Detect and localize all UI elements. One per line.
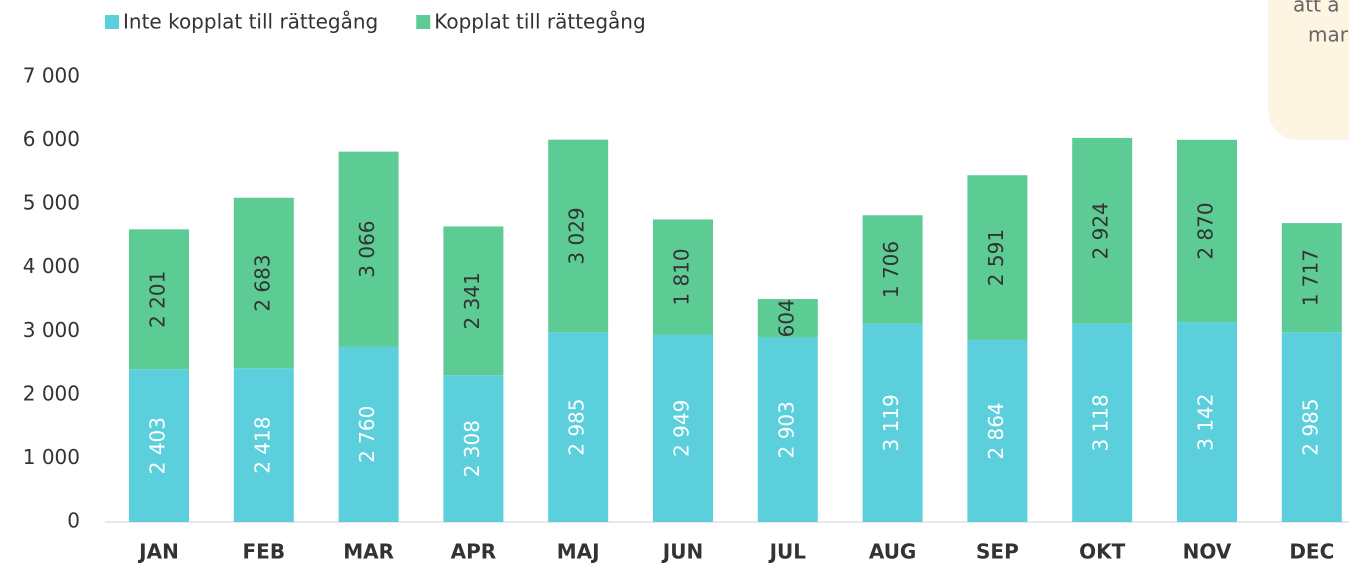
- note-text: mar: [1308, 23, 1349, 47]
- value-label: 2 591: [984, 229, 1008, 286]
- x-tick-label: DEC: [1289, 540, 1334, 564]
- value-label: 2 985: [565, 398, 589, 455]
- bar-segment: [1072, 323, 1133, 522]
- bar-segment: [129, 369, 189, 522]
- bar-segment: [757, 337, 818, 522]
- bar-segment: [1177, 322, 1237, 522]
- value-label: 2 903: [774, 401, 798, 458]
- bar-segment: [1072, 137, 1133, 324]
- bar-segment: [443, 226, 504, 376]
- note-text: att a: [1293, 0, 1340, 17]
- bar-segment: [862, 215, 923, 324]
- x-tick-label: JAN: [137, 540, 179, 564]
- value-label: 3 118: [1089, 394, 1113, 451]
- y-tick-label: 5 000: [23, 191, 80, 215]
- bar-segment: [1177, 139, 1237, 323]
- legend-swatch: [416, 15, 431, 29]
- legend-label: Inte kopplat till rättegång: [123, 10, 378, 34]
- bar-segment: [338, 151, 399, 347]
- value-label: 3 029: [565, 207, 589, 264]
- bar-segment: [862, 323, 923, 522]
- bar-segment: [1281, 223, 1342, 333]
- value-label: 1 810: [670, 248, 694, 305]
- value-label: 2 949: [670, 400, 694, 457]
- bar-segment: [548, 139, 609, 333]
- value-label: 2 418: [250, 417, 274, 474]
- bar-segment: [548, 332, 609, 522]
- bar-segment: [653, 334, 713, 522]
- x-tick-label: MAR: [343, 540, 394, 564]
- x-tick-label: APR: [451, 540, 497, 564]
- value-label: 2 341: [460, 272, 484, 329]
- y-tick-label: 1 000: [23, 445, 80, 469]
- legend-swatch: [105, 15, 119, 29]
- bar-segment: [338, 346, 399, 522]
- value-label: 2 403: [146, 417, 170, 474]
- y-tick-label: 7 000: [23, 64, 80, 88]
- y-tick-label: 6 000: [23, 127, 80, 151]
- value-label: 3 119: [879, 394, 903, 451]
- value-label: 1 717: [1298, 249, 1322, 306]
- x-tick-label: MAJ: [557, 540, 600, 564]
- x-tick-label: JUN: [661, 540, 703, 564]
- y-tick-label: 0: [67, 509, 80, 533]
- x-tick-label: AUG: [869, 540, 917, 564]
- value-label: 2 985: [1298, 398, 1322, 455]
- value-label: 3 142: [1194, 393, 1218, 450]
- value-label: 604: [774, 299, 798, 337]
- bar-segment: [1281, 332, 1342, 522]
- x-tick-label: OKT: [1079, 540, 1126, 564]
- value-label: 2 201: [146, 271, 170, 328]
- bar-segment: [443, 375, 504, 522]
- bar-segment: [967, 175, 1028, 340]
- legend-label: Kopplat till rättegång: [434, 10, 645, 34]
- x-tick-label: SEP: [976, 540, 1019, 564]
- x-tick-label: FEB: [243, 540, 286, 564]
- note-box: [1268, 0, 1349, 140]
- y-tick-label: 4 000: [23, 254, 80, 278]
- value-label: 2 683: [250, 254, 274, 311]
- value-label: 2 308: [460, 420, 484, 477]
- y-tick-label: 2 000: [23, 381, 80, 405]
- bar-segment: [653, 219, 713, 335]
- value-label: 2 924: [1089, 202, 1113, 259]
- x-tick-label: NOV: [1183, 540, 1232, 564]
- bar-segment: [233, 368, 294, 522]
- bar-segment: [967, 339, 1028, 522]
- bar-segment: [233, 197, 294, 369]
- y-tick-label: 3 000: [23, 318, 80, 342]
- value-label: 2 870: [1194, 202, 1218, 259]
- bar-segment: [129, 229, 189, 370]
- value-label: 2 864: [984, 402, 1008, 459]
- x-tick-label: JUL: [768, 540, 807, 564]
- value-label: 3 066: [355, 220, 379, 277]
- value-label: 1 706: [879, 241, 903, 298]
- bar-segment: [757, 299, 818, 338]
- value-label: 2 760: [355, 406, 379, 463]
